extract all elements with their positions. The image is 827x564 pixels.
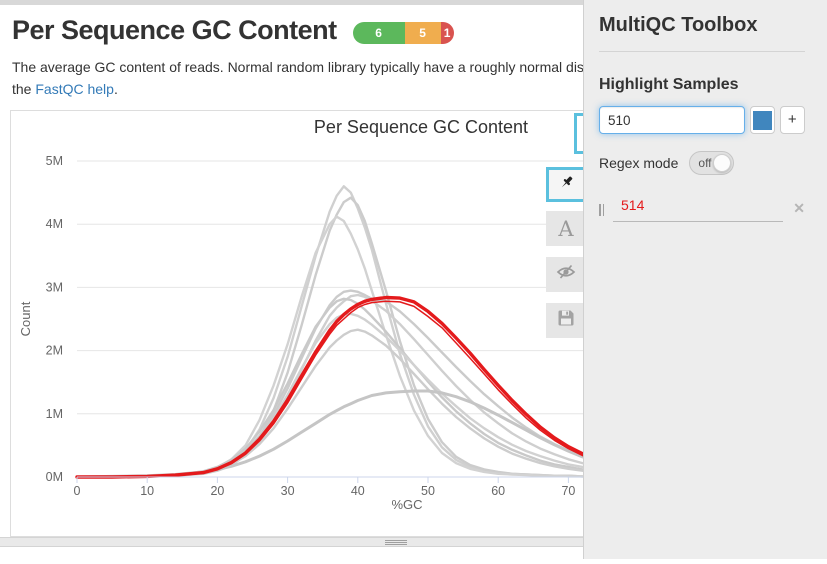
page-title: Per Sequence GC Content: [12, 15, 337, 45]
y-tick-label: 4M: [46, 217, 63, 231]
warn-count-badge[interactable]: 5: [404, 21, 441, 44]
x-tick-label: 20: [210, 484, 224, 498]
y-tick-label: 1M: [46, 407, 63, 421]
fail-count-badge[interactable]: 1: [440, 21, 454, 44]
highlight-item-value: 514: [621, 197, 645, 213]
resize-grip-icon[interactable]: [385, 540, 407, 546]
pushpin-icon: [557, 173, 576, 197]
x-tick-label: 30: [281, 484, 295, 498]
highlight-samples-input[interactable]: [599, 106, 745, 134]
add-highlight-button[interactable]: +: [779, 106, 805, 134]
drag-handle-icon[interactable]: [599, 204, 604, 216]
y-tick-label: 3M: [46, 280, 63, 294]
hide-samples-button[interactable]: [546, 257, 586, 292]
description-line2-suffix: .: [113, 80, 118, 97]
highlight-item-row: 514 ✕: [599, 197, 805, 222]
letter-a-icon: A: [558, 216, 574, 241]
toolbox-divider: [599, 51, 805, 52]
series-highlighted-514[interactable]: [75, 295, 641, 479]
y-tick-label: 0M: [46, 470, 63, 484]
toggle-off-label: off: [698, 156, 712, 170]
series-gray-broad[interactable]: [75, 389, 641, 479]
regex-mode-label: Regex mode: [599, 155, 679, 171]
regex-mode-toggle[interactable]: off: [689, 151, 735, 175]
pass-count-badge[interactable]: 6: [352, 21, 405, 44]
x-tick-label: 0: [74, 484, 81, 498]
chart-title: Per Sequence GC Content: [314, 117, 528, 137]
highlight-item-field[interactable]: 514: [613, 197, 784, 222]
status-badge-group[interactable]: 6 5 1: [352, 21, 454, 44]
eye-slash-icon: [556, 263, 576, 286]
x-tick-label: 70: [561, 484, 575, 498]
y-tick-label: 2M: [46, 344, 63, 358]
y-axis-title: Count: [18, 301, 33, 336]
x-tick-label: 60: [491, 484, 505, 498]
floppy-disk-icon: [557, 309, 575, 332]
x-tick-label: 10: [140, 484, 154, 498]
section-header: Per Sequence GC Content 6 5 1: [12, 15, 454, 46]
series-gray-mid-4[interactable]: [75, 312, 640, 479]
x-axis-title: %GC: [391, 497, 422, 512]
top-divider-bar: [0, 0, 583, 5]
x-tick-label: 40: [351, 484, 365, 498]
highlight-color-picker[interactable]: [750, 106, 775, 134]
color-swatch: [752, 110, 772, 130]
x-tick-label: 50: [421, 484, 435, 498]
highlight-samples-title: Highlight Samples: [599, 76, 739, 93]
toggle-knob[interactable]: [713, 154, 732, 172]
save-plot-button[interactable]: [546, 303, 586, 338]
toolbox-title: MultiQC Toolbox: [599, 14, 758, 36]
plot-resize-bar[interactable]: [0, 537, 583, 547]
rename-samples-button[interactable]: A: [546, 211, 586, 246]
description-line2-prefix: the: [12, 80, 36, 97]
fastqc-help-link[interactable]: FastQC help: [35, 80, 114, 97]
multiqc-toolbox-sidebar: MultiQC Toolbox Highlight Samples + Rege…: [583, 0, 827, 559]
highlight-pin-button[interactable]: [546, 167, 586, 202]
series-gray-mid-3[interactable]: [75, 297, 640, 479]
y-tick-label: 5M: [46, 154, 63, 168]
remove-highlight-icon[interactable]: ✕: [793, 200, 805, 216]
